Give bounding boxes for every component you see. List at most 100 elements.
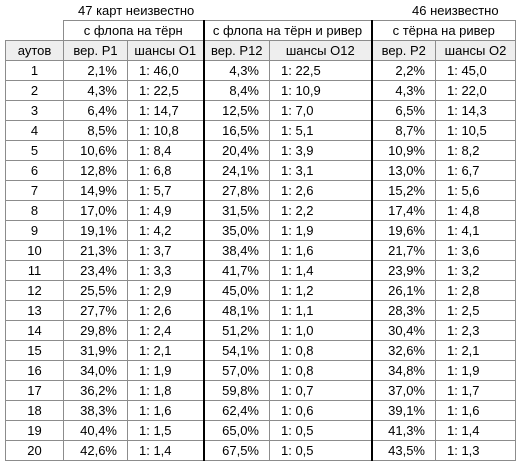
p12-cell: 4,3% (202, 60, 270, 81)
outs-cell: 15 (5, 340, 64, 361)
p1-cell: 17,0% (63, 200, 128, 221)
p2-cell: 28,3% (370, 300, 436, 321)
col-header-outs: аутов (5, 40, 64, 61)
outs-cell: 16 (5, 360, 64, 381)
p12-cell: 31,5% (202, 200, 270, 221)
p1-cell: 25,5% (63, 280, 128, 301)
table-row: 16 34,0% 1: 1,9 57,0% 1: 0,8 34,8% 1: 1,9 (5, 360, 516, 381)
o12-cell: 1: 0,8 (269, 340, 372, 361)
table-row: 18 38,3% 1: 1,6 62,4% 1: 0,6 39,1% 1: 1,6 (5, 400, 516, 421)
p1-cell: 6,4% (63, 100, 128, 121)
o2-cell: 1: 10,5 (435, 120, 516, 141)
p1-cell: 34,0% (63, 360, 128, 381)
group-header-empty (6, 21, 64, 41)
p12-cell: 48,1% (202, 300, 270, 321)
o12-cell: 1: 0,7 (269, 380, 372, 401)
p2-cell: 6,5% (370, 100, 436, 121)
p1-cell: 23,4% (63, 260, 128, 281)
outs-cell: 19 (5, 420, 64, 441)
top-labels: 47 карт неизвестно 46 неизвестно (0, 0, 519, 20)
table-row: 4 8,5% 1: 10,8 16,5% 1: 5,1 8,7% 1: 10,5 (5, 120, 516, 141)
o12-cell: 1: 0,8 (269, 360, 372, 381)
outs-cell: 9 (5, 220, 64, 241)
group-header-turn-river: с тёрна на ривер (370, 20, 516, 41)
outs-cell: 4 (5, 120, 64, 141)
p1-cell: 29,8% (63, 320, 128, 341)
o12-cell: 1: 10,9 (269, 80, 372, 101)
o1-cell: 1: 2,1 (127, 340, 204, 361)
col-header-p2: вер. P2 (370, 40, 436, 61)
o12-cell: 1: 1,4 (269, 260, 372, 281)
o2-cell: 1: 1,7 (435, 380, 516, 401)
table-row: 10 21,3% 1: 3,7 38,4% 1: 1,6 21,7% 1: 3,6 (5, 240, 516, 261)
p2-cell: 4,3% (370, 80, 436, 101)
p12-cell: 54,1% (202, 340, 270, 361)
table-row: 2 4,3% 1: 22,5 8,4% 1: 10,9 4,3% 1: 22,0 (5, 80, 516, 101)
o1-cell: 1: 2,6 (127, 300, 204, 321)
o2-cell: 1: 1,9 (435, 360, 516, 381)
table-row: 15 31,9% 1: 2,1 54,1% 1: 0,8 32,6% 1: 2,1 (5, 340, 516, 361)
o2-cell: 1: 3,6 (435, 240, 516, 261)
p12-cell: 38,4% (202, 240, 270, 261)
odds-table: с флопа на тёрн с флопа на тёрн и ривер … (5, 20, 516, 461)
p1-cell: 21,3% (63, 240, 128, 261)
odds-table-body: с флопа на тёрн с флопа на тёрн и ривер … (5, 20, 516, 461)
group-header-row: с флопа на тёрн с флопа на тёрн и ривер … (6, 20, 516, 41)
o12-cell: 1: 0,5 (269, 420, 372, 441)
outs-cell: 17 (5, 380, 64, 401)
table-row: 7 14,9% 1: 5,7 27,8% 1: 2,6 15,2% 1: 5,6 (5, 180, 516, 201)
o1-cell: 1: 3,3 (127, 260, 204, 281)
o1-cell: 1: 1,8 (127, 380, 204, 401)
o2-cell: 1: 3,2 (435, 260, 516, 281)
o1-cell: 1: 1,9 (127, 360, 204, 381)
outs-cell: 8 (5, 200, 64, 221)
o2-cell: 1: 5,6 (435, 180, 516, 201)
o1-cell: 1: 4,9 (127, 200, 204, 221)
o2-cell: 1: 2,1 (435, 340, 516, 361)
o12-cell: 1: 7,0 (269, 100, 372, 121)
outs-cell: 10 (5, 240, 64, 261)
table-row: 6 12,8% 1: 6,8 24,1% 1: 3,1 13,0% 1: 6,7 (5, 160, 516, 181)
o1-cell: 1: 3,7 (127, 240, 204, 261)
unknown-cards-46-label: 46 неизвестно (412, 3, 499, 18)
o12-cell: 1: 5,1 (269, 120, 372, 141)
p12-cell: 51,2% (202, 320, 270, 341)
o1-cell: 1: 4,2 (127, 220, 204, 241)
o1-cell: 1: 1,5 (127, 420, 204, 441)
p1-cell: 27,7% (63, 300, 128, 321)
o1-cell: 1: 10,8 (127, 120, 204, 141)
p2-cell: 2,2% (370, 60, 436, 81)
p1-cell: 14,9% (63, 180, 128, 201)
p2-cell: 41,3% (370, 420, 436, 441)
outs-cell: 1 (5, 60, 64, 81)
p2-cell: 32,6% (370, 340, 436, 361)
o2-cell: 1: 45,0 (435, 60, 516, 81)
p1-cell: 4,3% (63, 80, 128, 101)
table-row: 5 10,6% 1: 8,4 20,4% 1: 3,9 10,9% 1: 8,2 (5, 140, 516, 161)
p12-cell: 45,0% (202, 280, 270, 301)
p1-cell: 19,1% (63, 220, 128, 241)
o2-cell: 1: 6,7 (435, 160, 516, 181)
p2-cell: 17,4% (370, 200, 436, 221)
outs-cell: 6 (5, 160, 64, 181)
p1-cell: 36,2% (63, 380, 128, 401)
col-header-o2: шансы O2 (435, 40, 516, 61)
o2-cell: 1: 14,3 (435, 100, 516, 121)
col-header-o1: шансы O1 (127, 40, 204, 61)
p12-cell: 41,7% (202, 260, 270, 281)
table-row: 19 40,4% 1: 1,5 65,0% 1: 0,5 41,3% 1: 1,4 (5, 420, 516, 441)
p1-cell: 8,5% (63, 120, 128, 141)
o1-cell: 1: 8,4 (127, 140, 204, 161)
p12-cell: 8,4% (202, 80, 270, 101)
p2-cell: 26,1% (370, 280, 436, 301)
table-row: 12 25,5% 1: 2,9 45,0% 1: 1,2 26,1% 1: 2,8 (5, 280, 516, 301)
o2-cell: 1: 1,4 (435, 420, 516, 441)
o12-cell: 1: 1,2 (269, 280, 372, 301)
table-row: 13 27,7% 1: 2,6 48,1% 1: 1,1 28,3% 1: 2,5 (5, 300, 516, 321)
outs-cell: 7 (5, 180, 64, 201)
p12-cell: 59,8% (202, 380, 270, 401)
o12-cell: 1: 1,1 (269, 300, 372, 321)
p2-cell: 19,6% (370, 220, 436, 241)
o2-cell: 1: 2,8 (435, 280, 516, 301)
o12-cell: 1: 2,6 (269, 180, 372, 201)
